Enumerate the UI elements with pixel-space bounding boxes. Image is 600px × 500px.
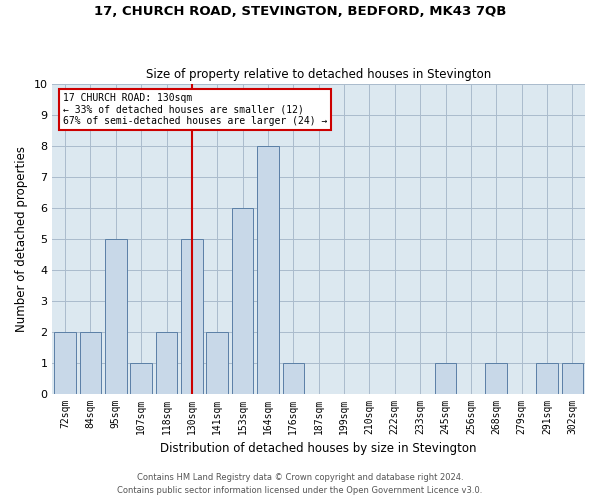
Bar xyxy=(232,208,253,394)
X-axis label: Distribution of detached houses by size in Stevington: Distribution of detached houses by size … xyxy=(160,442,477,455)
Bar xyxy=(206,332,228,394)
Bar xyxy=(55,332,76,394)
Bar xyxy=(485,362,507,394)
Text: 17 CHURCH ROAD: 130sqm
← 33% of detached houses are smaller (12)
67% of semi-det: 17 CHURCH ROAD: 130sqm ← 33% of detached… xyxy=(63,93,328,126)
Title: Size of property relative to detached houses in Stevington: Size of property relative to detached ho… xyxy=(146,68,491,81)
Bar xyxy=(156,332,178,394)
Bar xyxy=(130,362,152,394)
Y-axis label: Number of detached properties: Number of detached properties xyxy=(15,146,28,332)
Bar xyxy=(283,362,304,394)
Bar xyxy=(536,362,558,394)
Bar xyxy=(435,362,456,394)
Text: 17, CHURCH ROAD, STEVINGTON, BEDFORD, MK43 7QB: 17, CHURCH ROAD, STEVINGTON, BEDFORD, MK… xyxy=(94,5,506,18)
Bar xyxy=(105,238,127,394)
Bar xyxy=(562,362,583,394)
Text: Contains HM Land Registry data © Crown copyright and database right 2024.
Contai: Contains HM Land Registry data © Crown c… xyxy=(118,474,482,495)
Bar xyxy=(257,146,279,394)
Bar xyxy=(181,238,203,394)
Bar xyxy=(80,332,101,394)
